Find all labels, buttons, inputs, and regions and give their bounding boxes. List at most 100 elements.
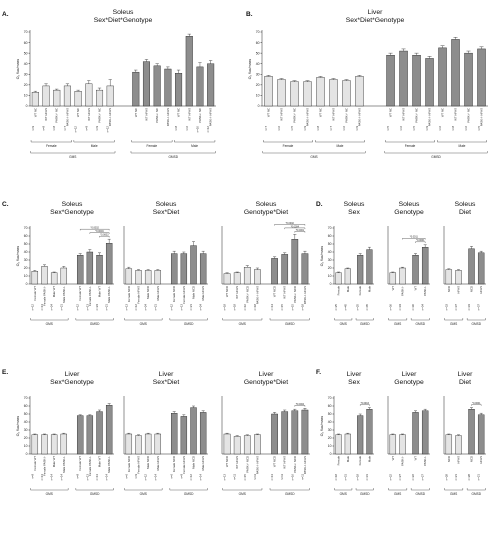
chart-c2-category-label: Male NCD: [146, 286, 150, 299]
chart-f3-category-label: NCD: [447, 456, 451, 462]
chart-b-y-tick-label: 60: [256, 41, 260, 45]
chart-f3-diet-bracket: [466, 488, 486, 491]
chart-f2-n-label: n=27: [398, 474, 402, 481]
chart-d1-diet-bracket: [334, 318, 353, 321]
chart-e3-category-label: WT HFHS: [283, 456, 287, 469]
chart-e1-y-tick-label: 50: [24, 412, 28, 416]
chart-d2-significance-bracket: [402, 238, 426, 240]
chart-c3-category-label: PASK-/- HFHS: [255, 286, 259, 304]
chart-e1-n-label: n=8: [30, 474, 34, 479]
chart-c2-bar: [180, 253, 188, 285]
chart-d3-category-label: HFHS: [479, 286, 483, 294]
chart-area: SoleusSex*Diet*Genotype010203040506070O₂…: [16, 9, 488, 496]
chart-c1-diet-label: GMS: [46, 322, 53, 326]
chart-a-category-label: WT NC: [177, 108, 181, 117]
chart-e1-diet-label: GMSD: [90, 492, 100, 496]
chart-b-bar: [316, 77, 325, 107]
chart-b-sex-label: Female: [283, 144, 294, 148]
chart-c3-bar: [254, 269, 261, 285]
chart-e3-n-label: n=13: [270, 474, 274, 481]
chart-b-category-label: WT NC: [441, 108, 445, 117]
chart-c3-diet-bracket: [222, 318, 263, 321]
chart-c3-n-label: n=15: [280, 304, 284, 311]
chart-c1-n-label: n=13: [40, 304, 44, 311]
chart-f3-diet-bracket: [444, 488, 464, 491]
chart-b-diet-bracket: [384, 151, 488, 154]
chart-c1-y-tick-label: 70: [24, 226, 28, 230]
chart-c2-category-label: Female NCD: [127, 286, 131, 302]
chart-d1-diet-label: GMSD: [360, 322, 370, 326]
chart-a-bar: [53, 89, 61, 107]
chart-a-n-label: n=12: [106, 126, 110, 133]
chart-c2-bar: [135, 270, 142, 285]
chart-e3-category-label: PASK-/- NCD: [293, 456, 297, 473]
chart-b-y-tick-label: 30: [256, 72, 260, 76]
chart-e3-bar: [233, 436, 241, 455]
chart-b-category-label: PASK-/- HFHS: [480, 108, 484, 126]
chart-c1-y-label: O₂ flux/mass: [16, 246, 20, 267]
chart-f2-n-label: n=22: [388, 474, 392, 481]
chart-c2-diet-bracket: [169, 318, 208, 321]
chart-a-bar: [42, 85, 50, 107]
chart-d2-n-label: n=36: [388, 304, 392, 311]
chart-b-n-label: n=9: [425, 126, 429, 131]
chart-e1-bar: [105, 405, 113, 455]
chart-e2-subtitle: Sex*Diet: [153, 379, 180, 386]
chart-d3-category-label: NCD: [470, 286, 474, 292]
chart-c3-category-label: PASK-/- HFHS: [303, 286, 307, 304]
chart-b-category-label: WT HFHS: [402, 108, 406, 121]
chart-c3-diet-label: GMSD: [285, 322, 295, 326]
chart-e1-y-tick-label: 60: [24, 404, 28, 408]
chart-b-n-label: n=6: [342, 126, 346, 131]
chart-d1-y-tick-label: 70: [328, 226, 332, 230]
chart-c1-significance-label: *0.0003: [100, 234, 109, 237]
chart-d3-bar: [445, 269, 453, 285]
chart-f1-n-label: n=31: [365, 474, 369, 481]
chart-f1-n-label: n=18: [334, 474, 338, 481]
chart-c2-n-label: n=24: [199, 304, 203, 311]
chart-e3-n-label: n=11: [300, 474, 304, 481]
chart-b-sex-bracket: [385, 140, 435, 143]
chart-a-sex-bracket: [30, 140, 72, 143]
chart-b-category-label: PASK-/- NC: [292, 108, 296, 123]
chart-e2-n-label: n=14: [199, 474, 203, 481]
chart-a-n-label: n=12: [206, 126, 210, 133]
chart-e3-subtitle: Genotype*Diet: [244, 379, 288, 386]
chart-e3-significance-bracket: [294, 405, 306, 407]
chart-a-y-tick-label: 40: [24, 62, 28, 66]
chart-e1-category-label: Male WT: [52, 456, 56, 467]
chart-c3-category-label: PASK-/- NCD: [293, 286, 297, 303]
chart-e1-bar: [50, 434, 58, 455]
chart-c1-significance-bracket: [80, 229, 110, 231]
chart-d1-category-label: Male: [367, 286, 371, 293]
chart-c1-y-tick-label: 40: [24, 250, 28, 254]
chart-f2-n-label: n=22: [411, 474, 415, 481]
chart-b-category-label: PASK-/- NC: [344, 108, 348, 123]
chart-a-y-tick-label: 70: [24, 30, 28, 34]
chart-a-category-label: WT NC: [33, 108, 37, 117]
chart-d1-y-tick-label: 10: [328, 274, 332, 278]
chart-a-n-label: n=9: [84, 126, 88, 131]
chart-c1-category-label: Female PASK-/-: [88, 286, 92, 306]
chart-c1-category-label: Male PASK-/-: [62, 286, 66, 303]
chart-d1-y-tick-label: 60: [328, 234, 332, 238]
chart-a-y-tick-label: 0: [26, 104, 28, 108]
chart-c2-subtitle: Sex*Diet: [153, 209, 180, 216]
chart-c3-subtitle: Genotype*Diet: [244, 209, 288, 216]
chart-c3-n-label: n=18: [253, 304, 257, 311]
chart-a-category-label: PASK-/- NC: [155, 108, 159, 123]
chart-d2-bar: [421, 246, 429, 285]
chart-a-category-label: PASK-/- HFHS: [65, 108, 69, 126]
chart-e2-diet-bracket: [169, 488, 208, 491]
chart-d3-n-label: n=37: [454, 304, 458, 311]
chart-e3-bar: [281, 411, 289, 455]
chart-d2-subtitle: Genotype: [394, 209, 424, 216]
chart-f1-category-label: Female: [358, 456, 362, 466]
chart-f1-significance-bracket: [360, 404, 370, 406]
chart-c3-n-label: n=16: [243, 304, 247, 311]
chart-e3-bar: [291, 410, 299, 455]
chart-b-n-label: n=6: [464, 126, 468, 131]
